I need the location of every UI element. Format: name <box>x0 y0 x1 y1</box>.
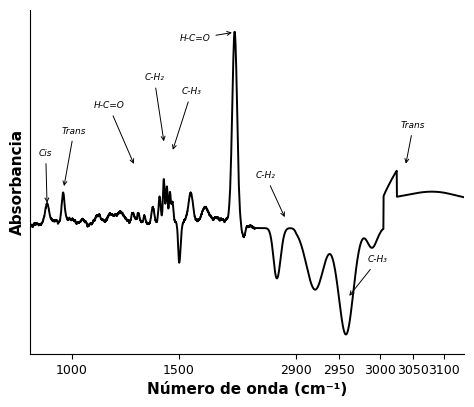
Text: C-H₂: C-H₂ <box>256 171 284 216</box>
X-axis label: Número de onda (cm⁻¹): Número de onda (cm⁻¹) <box>147 382 347 397</box>
Text: C-H₂: C-H₂ <box>144 74 165 140</box>
Text: Trans: Trans <box>401 121 426 163</box>
Text: Trans: Trans <box>62 127 86 185</box>
Text: C-H₃: C-H₃ <box>173 88 201 149</box>
Text: Cis: Cis <box>39 149 53 202</box>
Y-axis label: Absorbancia: Absorbancia <box>10 129 25 235</box>
Text: H-C=O: H-C=O <box>93 101 134 163</box>
Text: C-H₃: C-H₃ <box>350 256 388 295</box>
Text: H-C=O: H-C=O <box>180 31 231 43</box>
